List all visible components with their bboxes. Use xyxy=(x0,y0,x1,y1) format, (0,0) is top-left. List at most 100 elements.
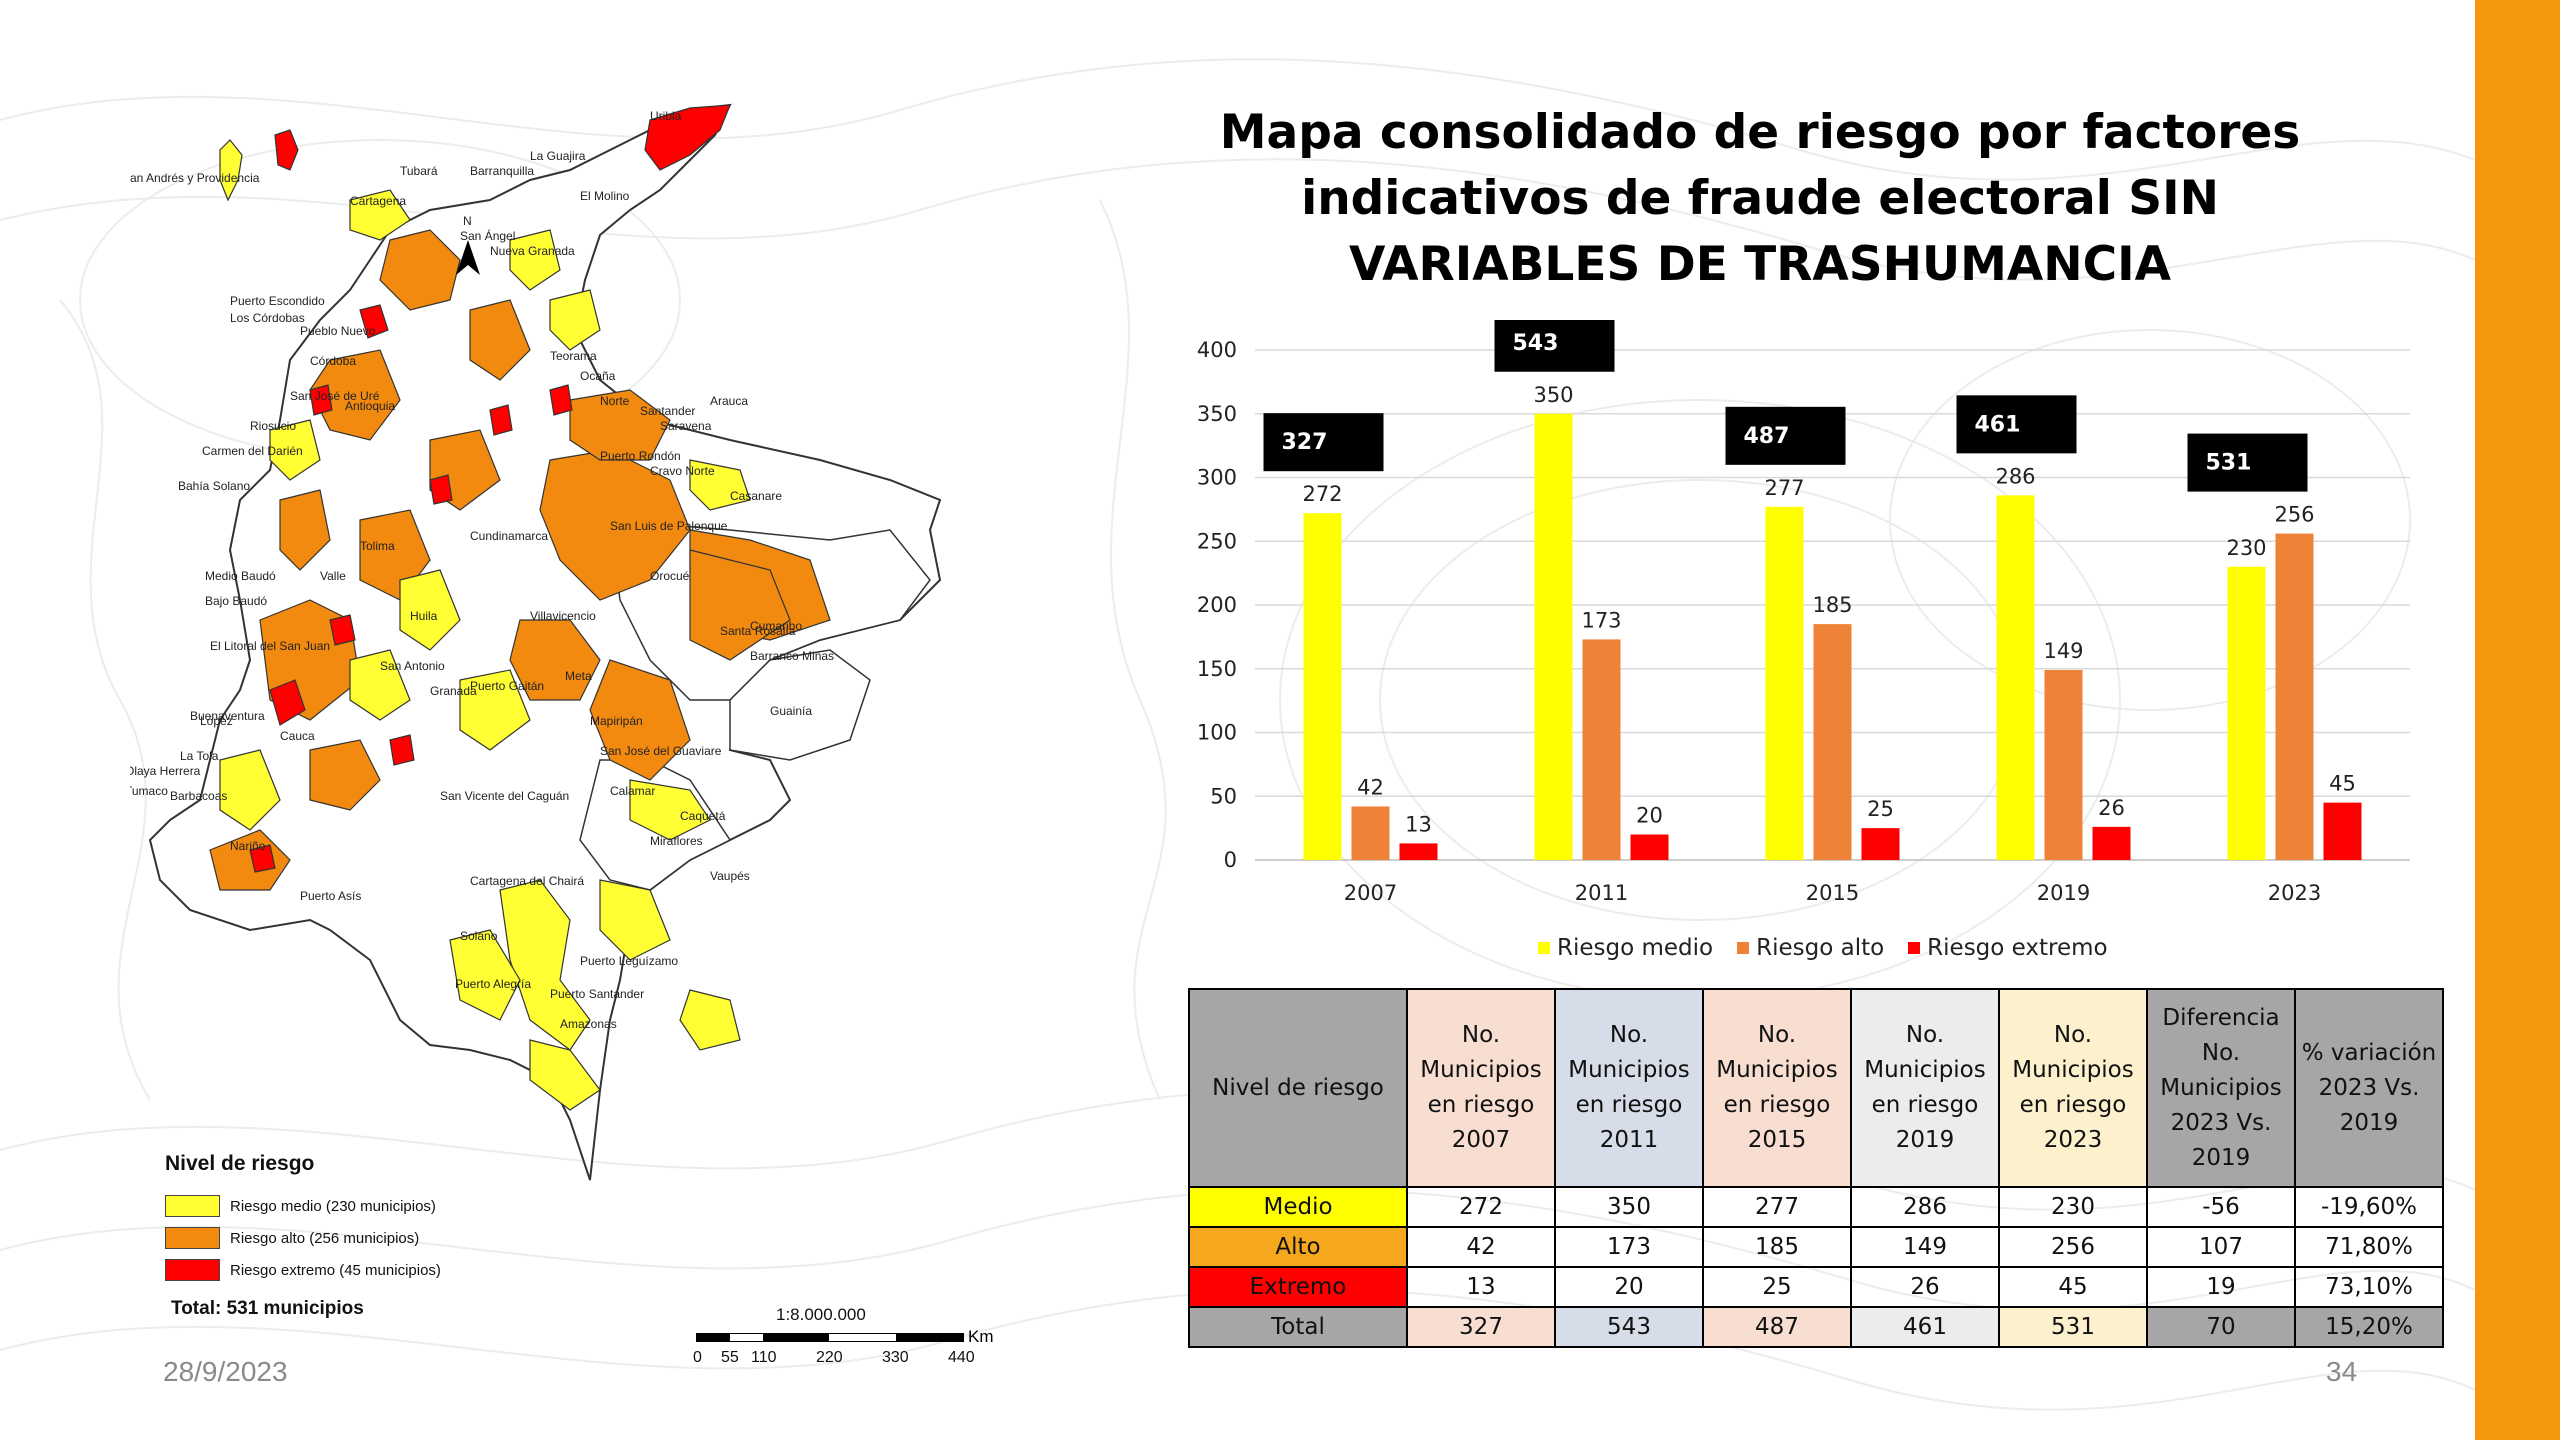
total-box xyxy=(1263,413,1384,472)
map-place-label: Cartagena xyxy=(350,194,406,208)
data-label: 185 xyxy=(1812,593,1852,617)
map-place-label: Huila xyxy=(410,609,438,623)
total-box xyxy=(1494,320,1615,372)
risk-summary-table: Nivel de riesgo No. Municipios en riesgo… xyxy=(1188,988,2444,1348)
bar-extremo xyxy=(2323,802,2362,860)
map-place-label: Antioquia xyxy=(345,399,395,413)
map-place-label: Miraflores xyxy=(650,834,703,848)
table-header: No. Municipios en riesgo 2015 xyxy=(1702,988,1852,1188)
map-place-label: Córdoba xyxy=(310,354,356,368)
map-place-label: Cauca xyxy=(280,729,315,743)
map-place-label: Meta xyxy=(565,669,592,683)
map-place-label: San Ángel xyxy=(460,228,515,243)
map-legend-total: Total: 531 municipios xyxy=(171,1298,364,1319)
map-place-label: Carmen del Darién xyxy=(202,444,303,458)
bar-alto xyxy=(2275,533,2314,860)
map-place-label: Tubará xyxy=(400,164,438,178)
map-place-label: El Litoral del San Juan xyxy=(210,639,330,653)
map-place-label: Nariño xyxy=(230,839,266,853)
table-cell: 173 xyxy=(1554,1226,1704,1268)
map-place-label: San Antonio xyxy=(380,659,445,673)
chart-data-labels: 272 42 13 350 173 20 277 185 25 286 149 26 230 256 45 xyxy=(1302,383,2355,837)
table-row-total: Total 327 543 487 461 531 70 15,20% xyxy=(1188,1306,2444,1348)
total-label: 487 xyxy=(1744,424,1790,449)
bar-alto xyxy=(2044,670,2083,860)
map-place-label: Barbacoas xyxy=(170,789,227,803)
table-cell: 185 xyxy=(1702,1226,1852,1268)
y-tick-label: 200 xyxy=(1197,593,1237,617)
x-tick-label: 2011 xyxy=(1575,881,1628,905)
table-cell: 350 xyxy=(1554,1186,1704,1228)
map-place-label: Barranco Minas xyxy=(750,649,834,663)
table-cell: 286 xyxy=(1850,1186,2000,1228)
table-cell: -19,60% xyxy=(2294,1186,2444,1228)
map-place-label: Puerto Gaitán xyxy=(470,679,544,693)
map-place-label: Puerto Asís xyxy=(300,889,361,903)
north-label: N xyxy=(463,214,472,228)
table-cell: 15,20% xyxy=(2294,1306,2444,1348)
table-header: No. Municipios en riesgo 2011 xyxy=(1554,988,1704,1188)
scale-tick: 110 xyxy=(751,1349,777,1366)
map-place-label: La Tola xyxy=(180,749,219,763)
chart-x-axis: 2007 2011 2015 2019 2023 xyxy=(1344,881,2321,905)
table-cell: 107 xyxy=(2146,1226,2296,1268)
map-place-label: Guainía xyxy=(770,704,812,718)
scale-tick: 55 xyxy=(721,1349,739,1366)
y-tick-label: 300 xyxy=(1197,466,1237,490)
table-cell: 73,10% xyxy=(2294,1266,2444,1308)
data-label: 42 xyxy=(1357,775,1384,799)
map-place-label: Los Córdobas xyxy=(230,311,305,325)
table-cell: 272 xyxy=(1406,1186,1556,1228)
slide-title-line-2: indicativos de fraude electoral SIN xyxy=(1301,171,2219,226)
accent-side-bar xyxy=(2475,0,2560,1440)
bar-extremo xyxy=(1399,843,1438,860)
chart-y-axis: 0 50 100 150 200 250 300 350 400 xyxy=(1197,338,1237,872)
legend-swatch-alto xyxy=(165,1227,220,1249)
x-tick-label: 2015 xyxy=(1806,881,1859,905)
chart-bars xyxy=(1303,413,2362,860)
north-arrow-icon: N xyxy=(456,214,480,275)
map-place-label: López xyxy=(200,714,233,728)
table-cell: 487 xyxy=(1702,1306,1852,1348)
map-place-label: Puerto Escondido xyxy=(230,294,325,308)
slide-title-line-3: VARIABLES DE TRASHUMANCIA xyxy=(1349,237,2171,292)
legend-label-extremo: Riesgo extremo (45 municipios) xyxy=(230,1261,441,1279)
chart-total-boxes: 327 543 487 461 531 xyxy=(1263,320,2308,492)
data-label: 13 xyxy=(1405,812,1432,836)
colombia-risk-map: N San Andrés y Providencia Uribia La Guaji… xyxy=(130,103,942,1181)
table-row: Extremo 13 20 25 26 45 19 73,10% xyxy=(1188,1266,2444,1308)
map-place-label: San Vicente del Caguán xyxy=(440,789,569,803)
data-label: 256 xyxy=(2274,503,2314,527)
risk-bar-chart: 0 50 100 150 200 250 300 350 400 272 42 13 350 173 20… xyxy=(1197,320,2410,905)
data-label: 26 xyxy=(2098,796,2125,820)
map-place-label: San Luis de Palenque xyxy=(610,519,728,533)
total-label: 543 xyxy=(1513,331,1559,356)
map-place-label: Medio Baudó xyxy=(205,569,276,583)
map-place-label: Villavicencio xyxy=(530,609,596,623)
table-cell-level: Total xyxy=(1188,1306,1408,1348)
table-header: Nivel de riesgo xyxy=(1188,988,1408,1188)
table-cell: 461 xyxy=(1850,1306,2000,1348)
bar-medio xyxy=(1765,506,1804,860)
table-cell-level: Extremo xyxy=(1188,1266,1408,1308)
scale-ratio: 1:8.000.000 xyxy=(776,1305,866,1324)
legend-swatch-extremo xyxy=(165,1259,220,1281)
chart-legend-label-alto: Riesgo alto xyxy=(1756,935,1885,961)
map-place-label: Pueblo Nuevo xyxy=(300,324,376,338)
map-place-label: Buenaventura xyxy=(190,709,265,723)
map-place-label: Bahía Solano xyxy=(178,479,250,493)
map-place-label: Puerto Rondón xyxy=(600,449,681,463)
map-place-label: Solano xyxy=(460,929,498,943)
map-place-label: San José del Guaviare xyxy=(600,744,722,758)
table-header: No. Municipios en riesgo 2019 xyxy=(1850,988,2000,1188)
total-label: 531 xyxy=(2206,451,2252,476)
chart-legend-label-extremo: Riesgo extremo xyxy=(1927,935,2108,961)
data-label: 272 xyxy=(1302,482,1342,506)
chart-legend-item-medio: Riesgo medio xyxy=(1538,935,1713,961)
map-place-label: Puerto Alegría xyxy=(455,977,531,991)
table-cell: -56 xyxy=(2146,1186,2296,1228)
slide-date: 28/9/2023 xyxy=(163,1356,288,1387)
table-cell: 70 xyxy=(2146,1306,2296,1348)
bar-extremo xyxy=(1630,834,1669,860)
map-place-label: Puerto Santander xyxy=(550,987,644,1001)
